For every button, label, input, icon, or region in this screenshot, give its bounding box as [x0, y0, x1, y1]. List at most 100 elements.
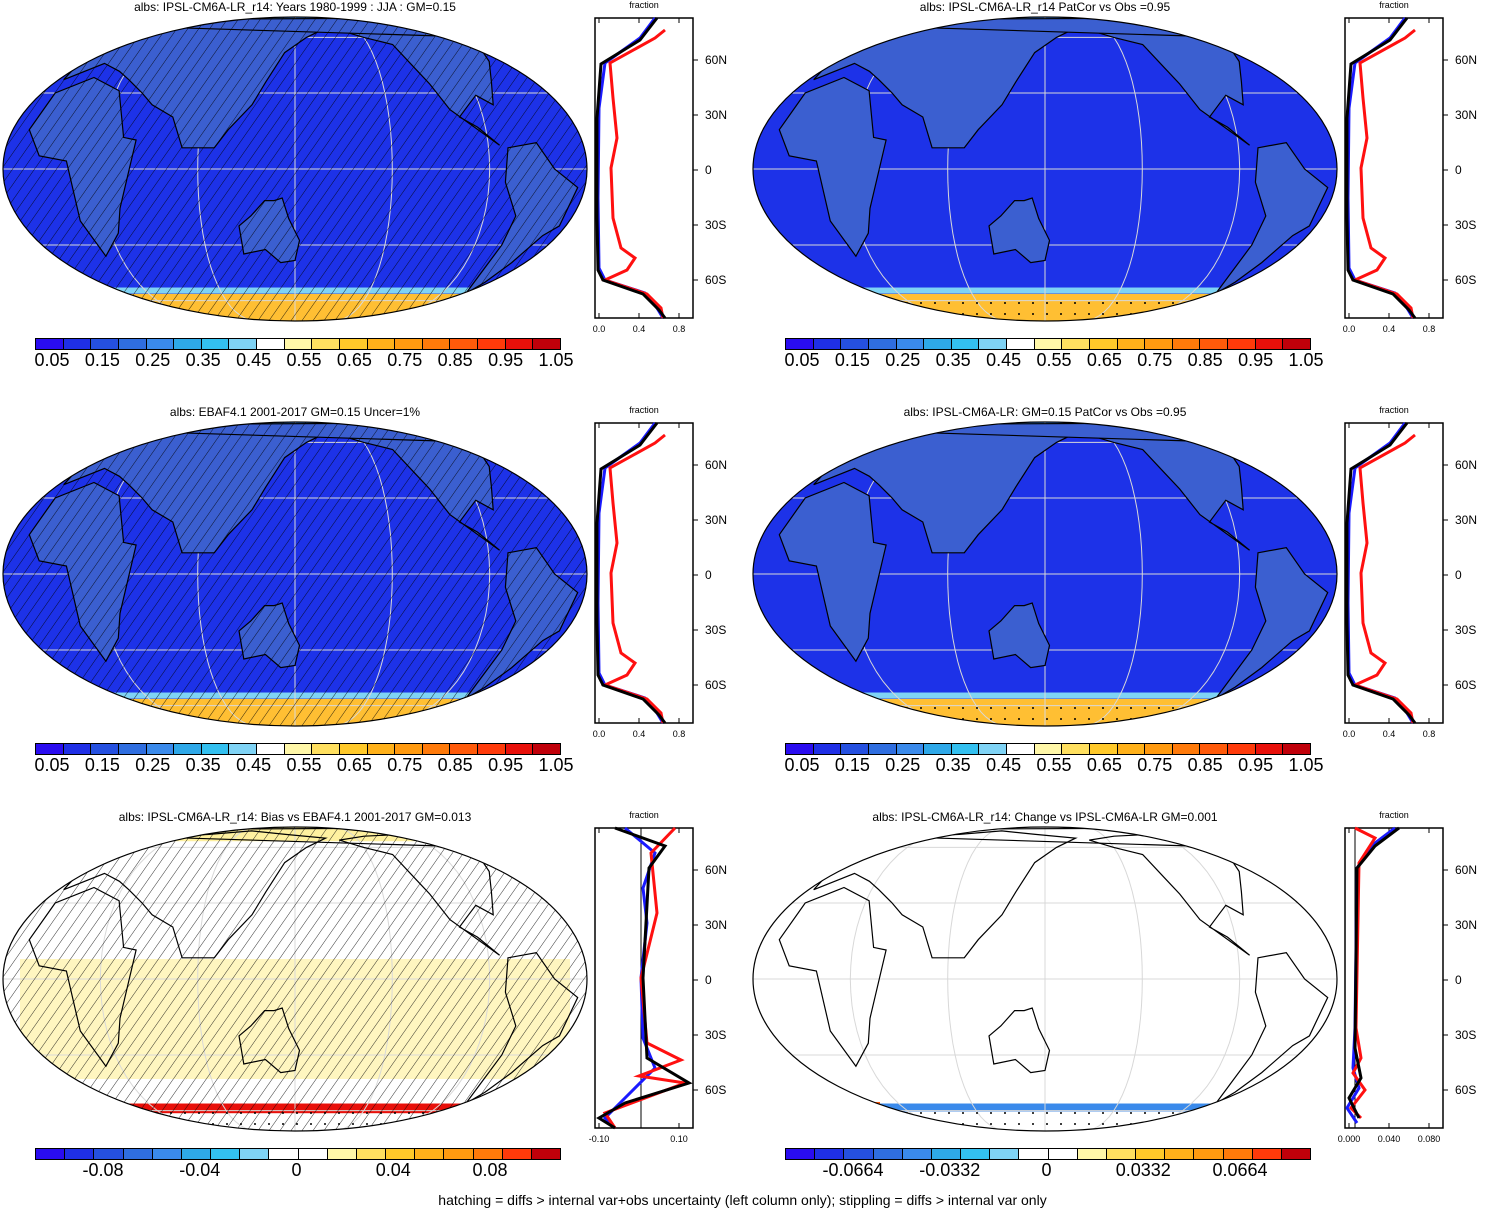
- profile-lat-label: 0: [705, 568, 712, 582]
- colorbar-tick-label: -0.08: [82, 1160, 124, 1180]
- colorbar-swatch: [1117, 339, 1146, 349]
- colorbar-swatch: [257, 744, 285, 754]
- profile-lat-label: 30S: [1455, 623, 1476, 637]
- profile-title: fraction: [1379, 405, 1409, 415]
- colorbar-swatch: [979, 744, 1007, 754]
- colorbar-swatch: [1145, 744, 1173, 754]
- footer-note: hatching = diffs > internal var+obs unce…: [438, 1192, 1047, 1208]
- profile-x-tick-label: 0.10: [670, 1134, 688, 1144]
- colorbar-swatch: [813, 339, 842, 349]
- colorbar-tick-label: 0.0332: [1115, 1160, 1171, 1180]
- profile-x-tick-label: 0.4: [1383, 324, 1396, 334]
- colorbar-swatch: [284, 744, 313, 754]
- colorbar-swatch: [1228, 744, 1256, 754]
- colorbar-swatch: [979, 339, 1007, 349]
- world-map: [752, 421, 1338, 727]
- colorbar-labels: 0.05 0.15 0.25 0.35 0.45 0.55 0.65 0.75 0.85 0.95…: [0, 755, 590, 781]
- colorbar-swatch: [1117, 744, 1146, 754]
- colorbar-swatch: [356, 1149, 387, 1159]
- colorbar-swatch: [1200, 744, 1228, 754]
- map-panel: albs: EBAF4.1 2001-2017 GM=0.15 Uncer=1%…: [0, 405, 742, 809]
- colorbar-tick-label: 0.45: [236, 755, 272, 775]
- colorbar-swatch: [951, 339, 980, 349]
- colorbar-swatch: [1062, 339, 1090, 349]
- coastline-samerica: [1215, 141, 1329, 295]
- profile-x-tick-label: 0.0: [1343, 324, 1356, 334]
- zonal-mean-profile: fraction 60N 30N 0 30S 60S 0.000 0.040 0.080: [1338, 810, 1477, 1144]
- colorbar-swatch: [240, 1149, 270, 1159]
- colorbar-swatch: [531, 1149, 561, 1159]
- profile-series-blue: [1346, 17, 1415, 319]
- panel-title: albs: IPSL-CM6A-LR_r14 PatCor vs Obs =0.…: [919, 0, 1171, 14]
- colorbar-tick-label: 0.35: [935, 350, 971, 370]
- profile-series-red: [1349, 826, 1378, 1120]
- coastline-australia: [988, 602, 1051, 669]
- colorbar-swatch: [123, 1149, 153, 1159]
- colorbar-swatch: [1106, 1149, 1137, 1159]
- panel-title: albs: IPSL-CM6A-LR_r14: Years 1980-1999 …: [134, 0, 456, 14]
- profile-x-tick-label: 0.4: [633, 324, 646, 334]
- colorbar-tick-label: 0.85: [1187, 350, 1223, 370]
- map-area: [750, 14, 1340, 334]
- profile-lat-label: 60S: [705, 1083, 726, 1097]
- colorbar-swatch: [951, 744, 980, 754]
- profile-x-tick-label: 0.4: [1383, 729, 1396, 739]
- map-panel: albs: IPSL-CM6A-LR_r14: Change vs IPSL-C…: [750, 810, 1485, 1214]
- colorbar-labels: -0.08 -0.04 0 0.04 0.08: [0, 1160, 590, 1186]
- profile-series-red: [600, 28, 666, 319]
- profile-series-blue: [1346, 422, 1415, 724]
- colorbar-swatch: [415, 1149, 445, 1159]
- colorbar-tick-label: 0.35: [185, 350, 221, 370]
- profile-series-black: [596, 826, 693, 1130]
- profile-lat-label: 60N: [705, 458, 727, 472]
- colorbar-swatch: [1228, 339, 1256, 349]
- panel-title: albs: IPSL-CM6A-LR_r14: Bias vs EBAF4.1 …: [118, 810, 472, 824]
- colorbar-swatch: [1007, 744, 1035, 754]
- colorbar-tick-label: 0.08: [472, 1160, 508, 1180]
- colorbar: [35, 338, 561, 350]
- colorbar-swatch: [868, 339, 897, 349]
- colorbar-swatch: [786, 339, 814, 349]
- colorbar-swatch: [868, 744, 897, 754]
- colorbar-swatch: [36, 339, 64, 349]
- colorbar-swatch: [841, 339, 869, 349]
- colorbar-swatch: [229, 339, 257, 349]
- colorbar-tick-label: 0.05: [34, 755, 70, 775]
- colorbar-tick-label: 0.65: [336, 755, 372, 775]
- colorbar-labels: 0.05 0.15 0.25 0.35 0.45 0.55 0.65 0.75 0.85 0.95…: [750, 755, 1340, 781]
- colorbar-swatch: [118, 339, 147, 349]
- colorbar-swatch: [152, 1149, 182, 1159]
- colorbar-tick-label: 0.05: [784, 755, 820, 775]
- colorbar-tick-label: 0.95: [1238, 350, 1274, 370]
- colorbar-swatch: [841, 744, 869, 754]
- profile-lat-label: 60N: [1455, 863, 1477, 877]
- profile-x-tick-label: 0.8: [673, 729, 686, 739]
- colorbar-swatch: [1089, 744, 1118, 754]
- colorbar-swatch: [1283, 339, 1310, 349]
- map-panel: albs: IPSL-CM6A-LR_r14 PatCor vs Obs =0.…: [750, 0, 1485, 404]
- profile-series-red: [1350, 28, 1416, 319]
- map-area: [750, 824, 1340, 1144]
- colorbar-swatch: [1200, 339, 1228, 349]
- colorbar-swatch: [1255, 339, 1284, 349]
- colorbar: [35, 743, 561, 755]
- colorbar-tick-label: 1.05: [538, 755, 574, 775]
- colorbar-swatch: [367, 339, 396, 349]
- panel-title: albs: IPSL-CM6A-LR: GM=0.15 PatCor vs Ob…: [903, 405, 1187, 419]
- profile-lat-label: 30S: [1455, 218, 1476, 232]
- map-area: [0, 14, 590, 334]
- profile-lat-label: 60S: [1455, 273, 1476, 287]
- colorbar-tick-label: 1.05: [538, 350, 574, 370]
- colorbar-swatch: [1019, 1149, 1049, 1159]
- profile-x-tick-label: 0.8: [1423, 729, 1436, 739]
- profile-lat-label: 60N: [705, 863, 727, 877]
- profile-title: fraction: [1379, 0, 1409, 10]
- colorbar-swatch: [91, 339, 119, 349]
- colorbar-tick-label: 0.25: [135, 350, 171, 370]
- profile-title: fraction: [629, 0, 659, 10]
- zonal-mean-profile: fraction 60N 30N 0 30S 60S 0.0 0.4 0.8: [1343, 405, 1477, 739]
- profile-panel: fraction 60N 30N 0 30S 60S 0.0 0.4 0.8: [585, 0, 742, 360]
- colorbar-swatch: [284, 339, 313, 349]
- profile-lat-label: 30N: [705, 108, 727, 122]
- colorbar-tick-label: 0.65: [1086, 350, 1122, 370]
